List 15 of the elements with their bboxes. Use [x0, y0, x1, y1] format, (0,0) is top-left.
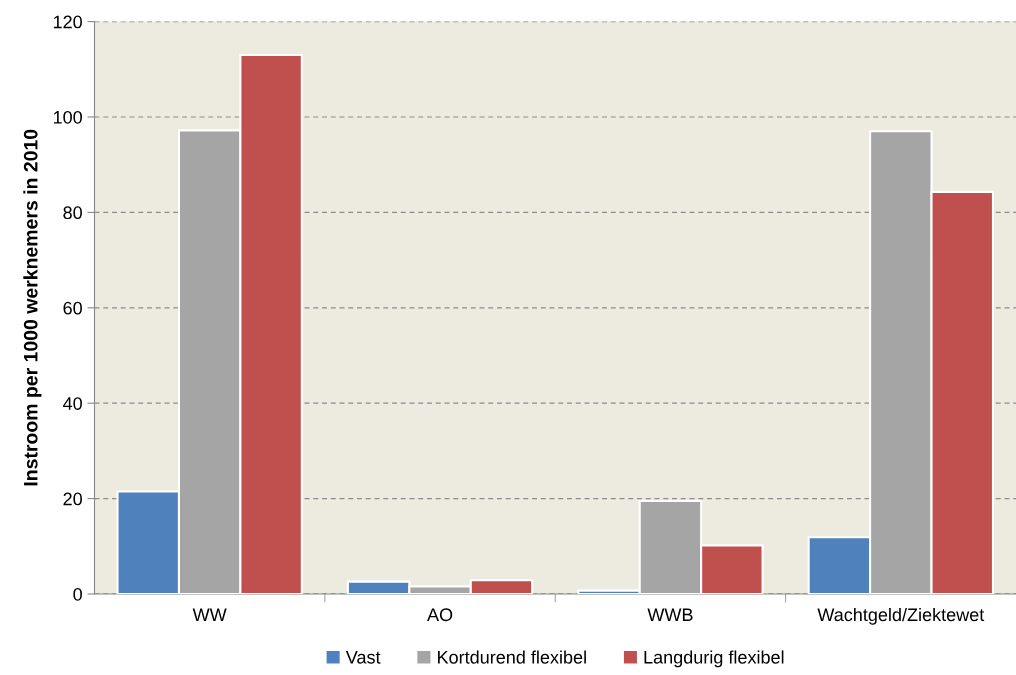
legend-label: Langdurig flexibel: [644, 650, 784, 668]
x-tick-label: WWB: [647, 608, 693, 621]
x-tick-label: AO: [427, 608, 453, 622]
y-tick-label: 80: [63, 206, 82, 220]
legend-label: Kortdurend flexibel: [438, 650, 586, 664]
x-tick-label: Wachtgeld/Ziektewet: [817, 607, 985, 625]
x-tick-label: WW: [192, 608, 227, 621]
y-tick-label: 100: [53, 110, 82, 124]
y-tick-label: 120: [53, 15, 82, 29]
y-tick-label: 40: [63, 397, 82, 410]
y-tick-label: 60: [63, 301, 82, 315]
legend-label: Vast: [345, 651, 381, 664]
y-tick-label: 0: [73, 587, 82, 601]
y-tick-label: 20: [63, 492, 82, 506]
y-axis-title: Instroom per 1000 werknemers in 2010: [23, 129, 42, 486]
